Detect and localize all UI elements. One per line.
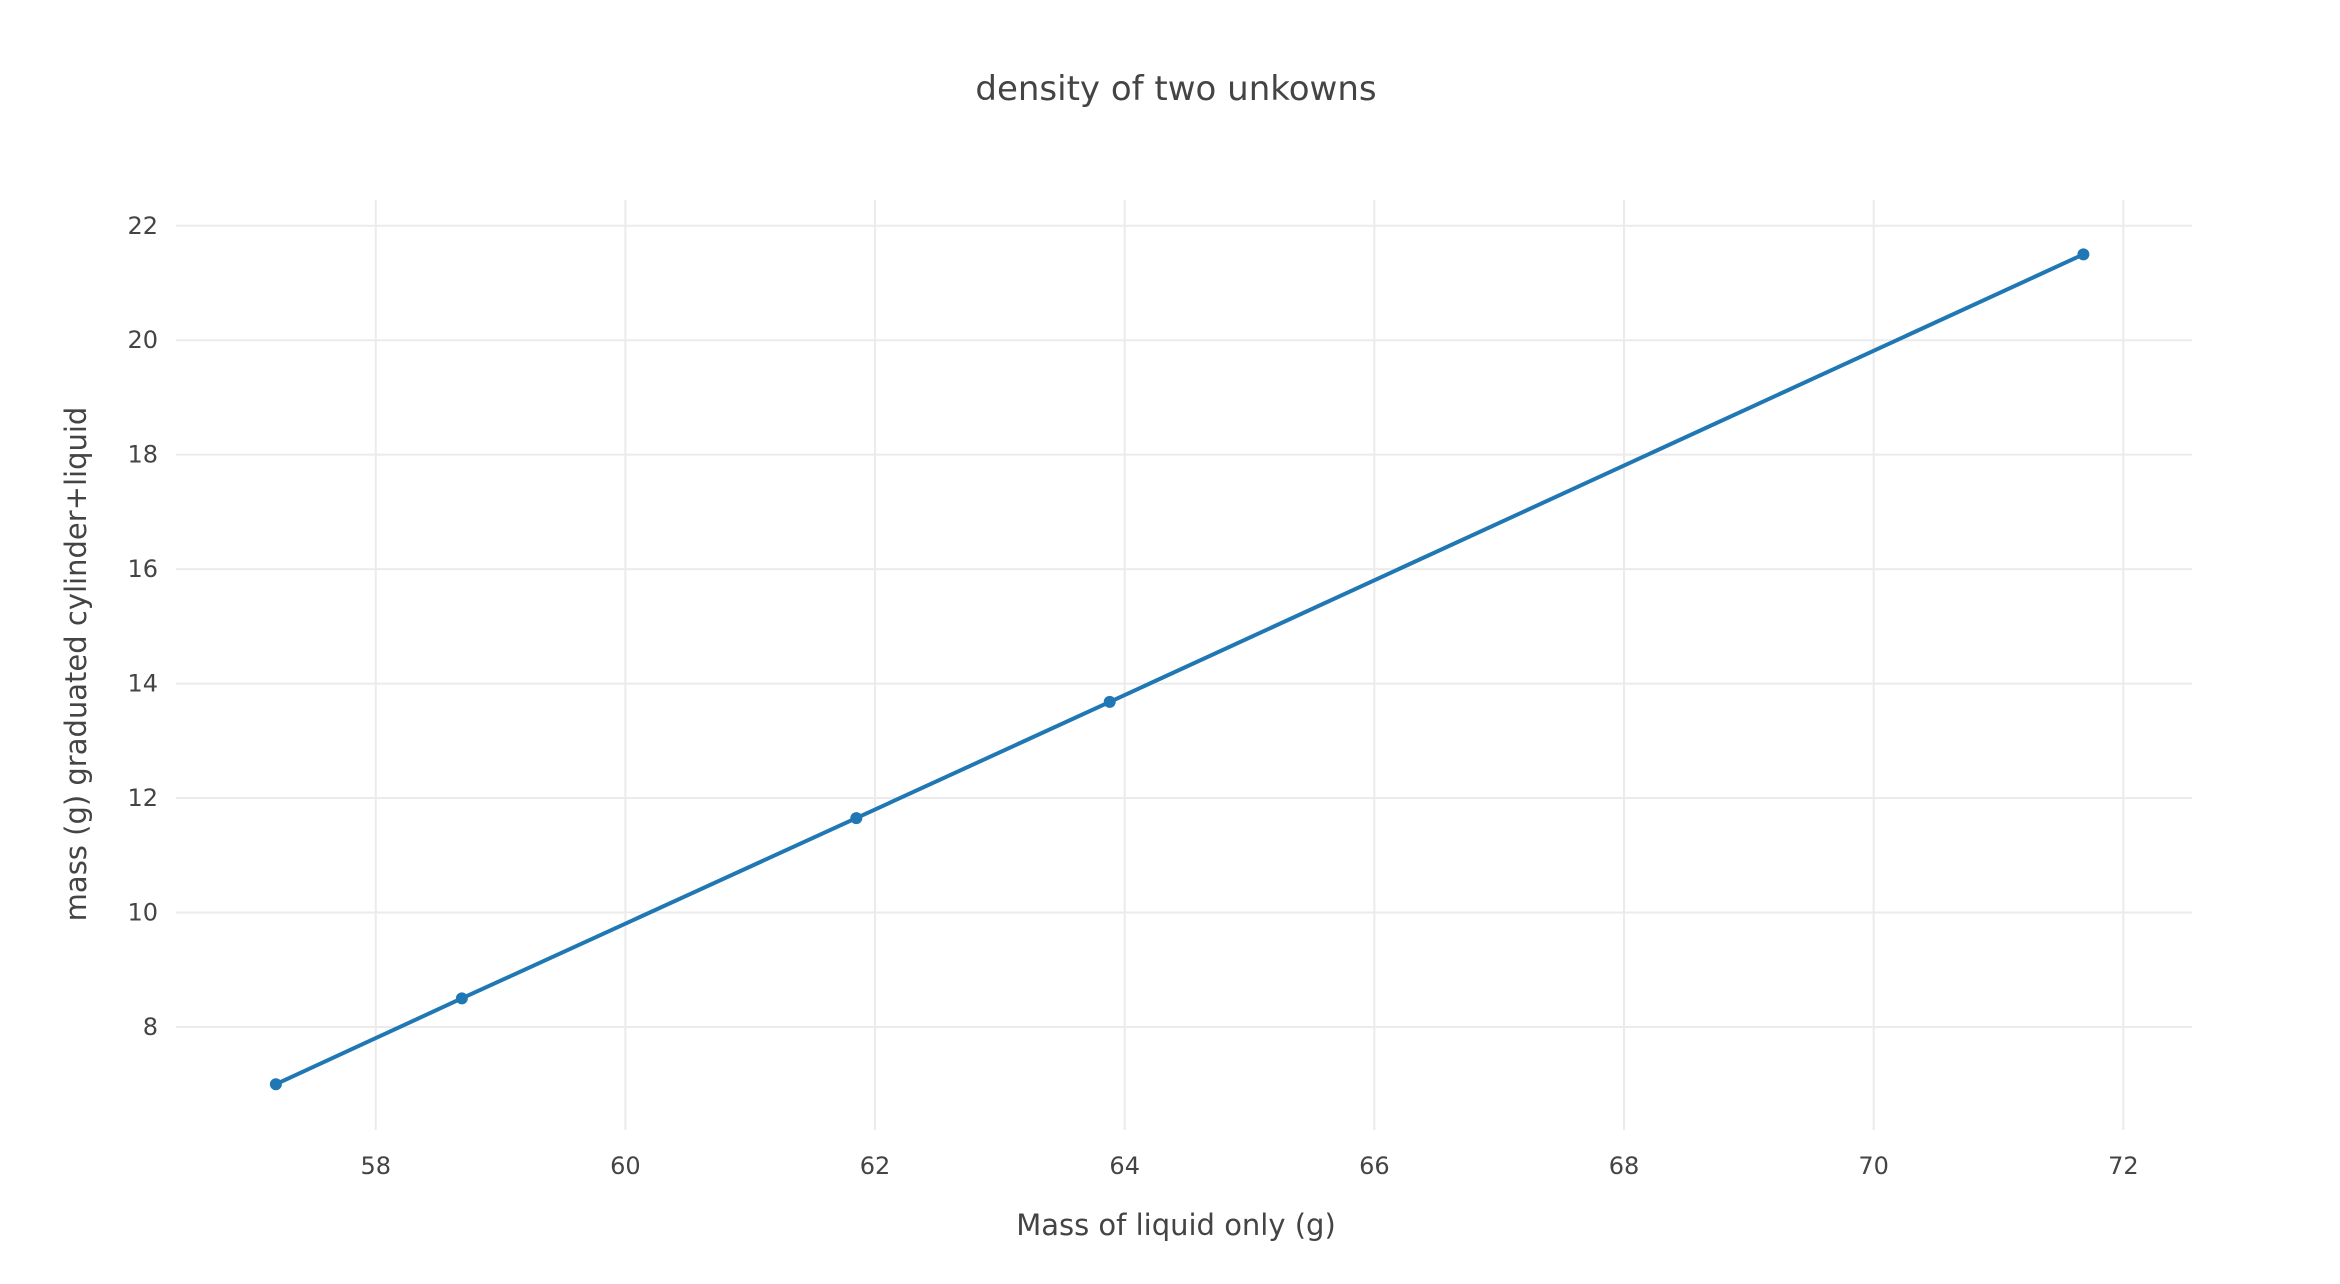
y-tick-label: 22 bbox=[127, 212, 158, 240]
x-tick-label: 70 bbox=[1858, 1152, 1889, 1180]
y-gridlines bbox=[176, 224, 2192, 1028]
x-gridlines bbox=[374, 200, 2125, 1130]
x-tick-label: 72 bbox=[2108, 1152, 2139, 1180]
data-point[interactable] bbox=[455, 992, 468, 1005]
data-point[interactable] bbox=[269, 1078, 282, 1091]
series-layer bbox=[269, 248, 2090, 1091]
x-tick-label: 60 bbox=[610, 1152, 641, 1180]
x-tick-label: 58 bbox=[360, 1152, 391, 1180]
y-tick-label: 14 bbox=[127, 670, 158, 698]
y-axis-title: mass (g) graduated cylinder+liquid bbox=[59, 407, 93, 922]
y-tick-label: 18 bbox=[127, 441, 158, 469]
y-tick-label: 20 bbox=[127, 326, 158, 354]
x-tick-label: 62 bbox=[860, 1152, 891, 1180]
chart-title: density of two unkowns bbox=[975, 69, 1376, 109]
data-point[interactable] bbox=[1103, 695, 1116, 708]
x-axis-title: Mass of liquid only (g) bbox=[1016, 1208, 1336, 1242]
y-tick-label: 10 bbox=[127, 899, 158, 927]
y-tick-label: 8 bbox=[143, 1013, 158, 1041]
data-point[interactable] bbox=[850, 812, 863, 825]
x-tick-label: 68 bbox=[1609, 1152, 1640, 1180]
x-tick-label: 66 bbox=[1359, 1152, 1390, 1180]
series-line bbox=[273, 252, 2086, 1087]
data-point[interactable] bbox=[2077, 248, 2090, 261]
y-tick-label: 16 bbox=[127, 555, 158, 583]
y-tick-label: 12 bbox=[127, 784, 158, 812]
x-tick-label: 64 bbox=[1109, 1152, 1140, 1180]
x-tick-labels: 58 60 62 64 66 68 70 72 bbox=[360, 1152, 2138, 1180]
y-tick-labels: 8 10 12 14 16 18 20 22 bbox=[127, 212, 158, 1041]
